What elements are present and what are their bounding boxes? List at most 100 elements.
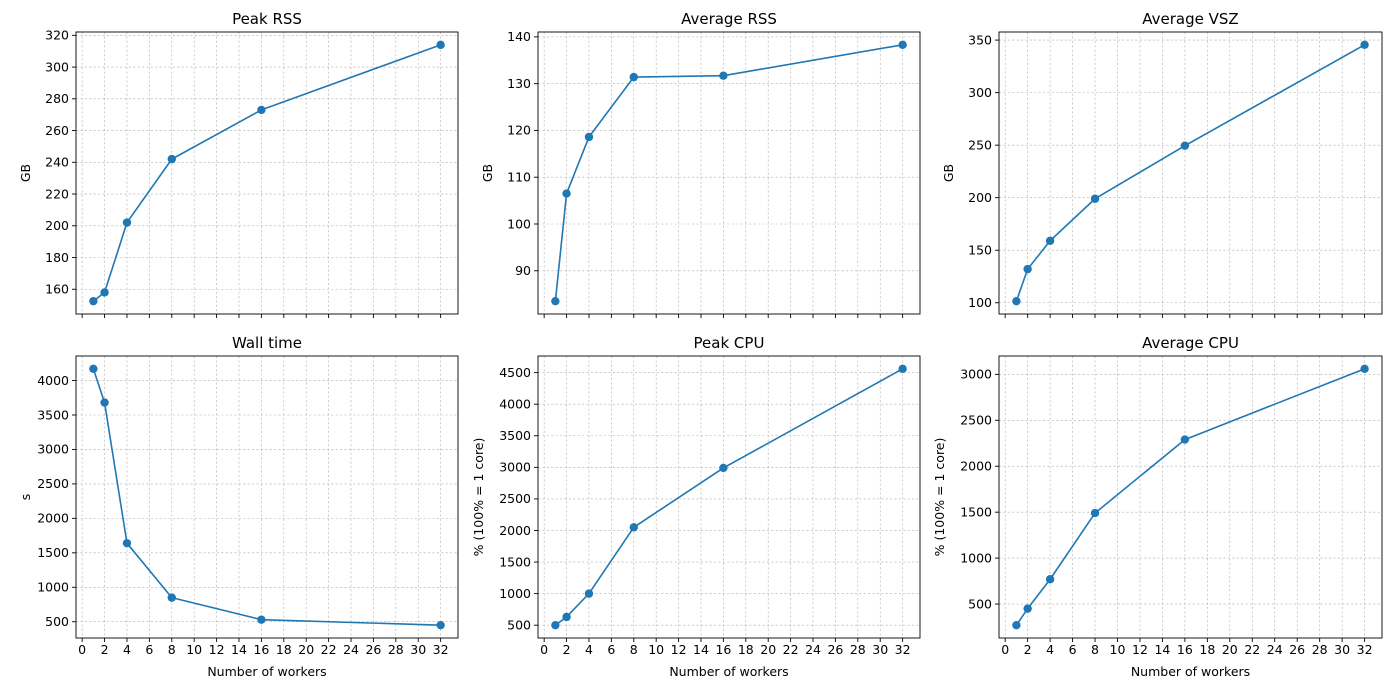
panel-average-vsz: 100 150 200 250 300 350 Average VSZ GB xyxy=(941,10,1383,318)
y-tick-label: 3500 xyxy=(37,407,69,422)
x-tick-label: 14 xyxy=(693,642,709,657)
data-point xyxy=(1180,141,1190,150)
x-tick-label: 8 xyxy=(168,642,176,657)
x-tick-label: 22 xyxy=(321,642,337,657)
y-axis-label: % (100% = 1 core) xyxy=(932,438,947,557)
data-point xyxy=(100,398,109,407)
data-point xyxy=(719,71,728,80)
y-tick-label: 180 xyxy=(45,250,69,265)
y-tick-label: 3000 xyxy=(960,367,992,382)
x-tick-label: 26 xyxy=(827,642,843,657)
x-tick-label: 30 xyxy=(1334,642,1350,657)
data-point xyxy=(551,296,560,306)
y-tick-label: 1500 xyxy=(499,554,531,569)
y-tick-label: 1000 xyxy=(499,586,531,601)
x-tick-label: 28 xyxy=(388,642,404,657)
y-tick-label: 500 xyxy=(45,614,69,629)
data-point xyxy=(1012,620,1021,630)
chart-title: Peak CPU xyxy=(694,334,765,352)
x-tick-label: 24 xyxy=(1267,642,1283,657)
y-axis-label: % (100% = 1 core) xyxy=(471,438,486,557)
data-point xyxy=(629,523,638,532)
data-point xyxy=(1012,296,1021,306)
data-point xyxy=(1090,508,1100,518)
y-tick-label: 160 xyxy=(45,282,69,297)
x-tick-label: 2 xyxy=(563,642,571,657)
data-point xyxy=(1180,435,1190,444)
y-axis-label: GB xyxy=(18,164,33,182)
data-point xyxy=(898,364,907,374)
y-tick-label: 500 xyxy=(968,596,992,611)
y-tick-label: 280 xyxy=(45,91,69,106)
axes-frame xyxy=(998,31,1383,315)
data-point xyxy=(1023,604,1032,613)
panel-peak-cpu: 0 2 4 6 8 10 12 14 16 18 20 22 24 26 28 30 3250010001500… xyxy=(471,334,921,679)
x-tick-label: 20 xyxy=(760,642,776,657)
series-line xyxy=(554,368,904,626)
y-tick-label: 140 xyxy=(507,29,531,44)
x-tick-label: 2 xyxy=(1024,642,1032,657)
x-tick-label: 10 xyxy=(1110,642,1126,657)
data-point xyxy=(1023,264,1032,274)
x-tick-label: 10 xyxy=(186,642,202,657)
y-tick-label: 350 xyxy=(968,32,992,47)
x-tick-label: 0 xyxy=(78,642,86,657)
data-point xyxy=(1360,364,1369,374)
x-tick-label: 30 xyxy=(410,642,426,657)
x-tick-label: 6 xyxy=(607,642,615,657)
x-tick-label: 32 xyxy=(895,642,911,657)
chart-title: Average VSZ xyxy=(1142,10,1238,28)
y-tick-label: 500 xyxy=(507,617,531,632)
series-line xyxy=(92,368,441,626)
x-tick-label: 18 xyxy=(738,642,754,657)
y-tick-label: 130 xyxy=(507,76,531,91)
x-tick-label: 4 xyxy=(585,642,593,657)
x-tick-label: 16 xyxy=(253,642,269,657)
data-point xyxy=(436,40,445,50)
y-tick-label: 120 xyxy=(507,123,531,138)
x-axis-label: Number of workers xyxy=(669,664,788,679)
series-line xyxy=(554,44,903,302)
x-tick-label: 24 xyxy=(805,642,821,657)
x-tick-label: 4 xyxy=(1046,642,1054,657)
data-point xyxy=(89,364,98,374)
y-tick-label: 220 xyxy=(45,186,69,201)
data-point xyxy=(551,620,560,630)
y-tick-label: 2500 xyxy=(960,413,992,428)
y-tick-label: 1500 xyxy=(37,545,69,560)
data-point xyxy=(436,620,445,630)
y-tick-label: 4000 xyxy=(37,373,69,388)
x-tick-label: 2 xyxy=(101,642,109,657)
data-point xyxy=(1360,40,1369,50)
x-tick-label: 6 xyxy=(145,642,153,657)
x-tick-label: 18 xyxy=(1199,642,1215,657)
x-tick-label: 24 xyxy=(343,642,359,657)
y-tick-label: 1500 xyxy=(960,504,992,519)
x-tick-label: 28 xyxy=(1312,642,1328,657)
x-tick-label: 32 xyxy=(1357,642,1373,657)
y-axis-label: s xyxy=(18,494,33,501)
axes-frame xyxy=(75,31,459,315)
data-point xyxy=(1045,575,1055,584)
y-tick-label: 240 xyxy=(45,155,69,170)
series-line xyxy=(92,44,441,302)
data-point xyxy=(1045,236,1055,245)
x-tick-label: 20 xyxy=(1222,642,1238,657)
x-tick-label: 22 xyxy=(1244,642,1260,657)
panel-peak-rss: 160 180 200 220 240 260 280 300 320 Peak RSS GB xyxy=(18,10,459,318)
data-point xyxy=(167,154,176,164)
chart-title: Average CPU xyxy=(1142,334,1239,352)
y-tick-label: 2500 xyxy=(499,491,531,506)
data-point xyxy=(584,132,594,142)
y-tick-label: 320 xyxy=(45,28,69,43)
data-point xyxy=(562,189,571,198)
axes-frame xyxy=(537,31,921,315)
data-point xyxy=(122,218,132,227)
y-tick-label: 1000 xyxy=(37,580,69,595)
data-point xyxy=(257,105,266,115)
chart-title: Average RSS xyxy=(681,10,777,28)
chart-title: Wall time xyxy=(232,334,302,352)
x-axis-label: Number of workers xyxy=(207,664,326,679)
x-tick-label: 30 xyxy=(872,642,888,657)
